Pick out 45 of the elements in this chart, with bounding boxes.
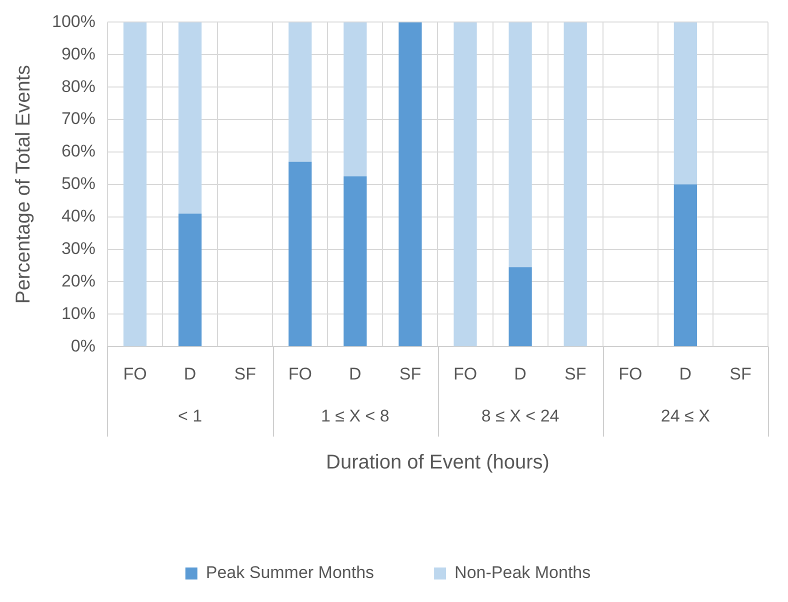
- y-tick-label: 80%: [61, 76, 96, 96]
- bar: [508, 22, 532, 268]
- text: 8 ≤ X < 24: [481, 406, 560, 426]
- x-tick-label: SF: [399, 364, 422, 384]
- x-tick-label: FO: [453, 364, 478, 384]
- x-tick-label: FO: [618, 364, 642, 384]
- bar: [344, 176, 367, 346]
- legend-label: Peak Summer Months: [206, 563, 374, 582]
- legend-label: Non-Peak Months: [454, 563, 591, 582]
- y-tick-label: 40%: [61, 206, 96, 226]
- bar: [344, 22, 367, 176]
- bar: [674, 184, 697, 346]
- x-tick-label: D: [679, 364, 692, 384]
- text: 24 ≤ X: [660, 406, 710, 426]
- text: < 1: [178, 406, 202, 426]
- y-tick-label: 0%: [70, 336, 96, 356]
- bar: [288, 22, 312, 162]
- x-tick-label: D: [184, 364, 196, 384]
- bar: [674, 22, 697, 184]
- x-tick-label: SF: [730, 364, 752, 384]
- bar: [178, 214, 202, 346]
- bar: [454, 22, 477, 346]
- y-tick-label: 90%: [61, 44, 96, 64]
- x-tick-label: D: [349, 364, 362, 384]
- bar: [123, 22, 147, 346]
- x-tick-label: D: [514, 364, 526, 384]
- bar: [288, 162, 312, 346]
- y-tick-label: 50%: [61, 174, 96, 194]
- bar: [178, 22, 202, 214]
- x-tick-label: SF: [564, 364, 586, 384]
- x-tick-label: FO: [123, 364, 147, 384]
- y-tick-label: 10%: [61, 304, 96, 323]
- y-tick-label: 60%: [61, 142, 96, 161]
- y-tick-label: 20%: [61, 271, 96, 290]
- y-tick-label: 70%: [61, 109, 96, 128]
- x-tick-label: FO: [288, 364, 312, 384]
- bar: [508, 267, 532, 346]
- y-tick-label: 100%: [52, 12, 96, 31]
- x-axis-title: Duration of Event (hours): [326, 452, 550, 474]
- y-tick-label: 30%: [61, 238, 96, 258]
- y-axis-title: Percentage of Total Events: [12, 65, 35, 304]
- bar: [564, 22, 587, 346]
- bar: [398, 22, 422, 346]
- x-tick-label: SF: [234, 364, 256, 384]
- text: 1 ≤ X < 8: [320, 406, 390, 426]
